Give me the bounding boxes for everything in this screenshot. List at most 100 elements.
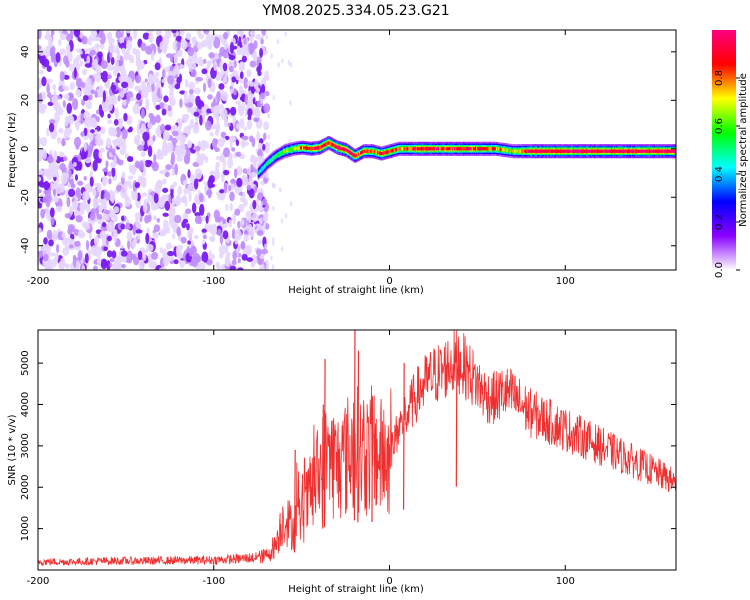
noise-blob	[215, 161, 220, 168]
noise-blob	[158, 197, 163, 207]
noise-blob	[106, 64, 114, 71]
ridge-cell	[663, 149, 666, 153]
noise-blob	[63, 74, 70, 80]
noise-blob	[246, 69, 252, 78]
noise-blob	[253, 79, 259, 90]
ridge-cell	[332, 143, 335, 147]
noise-blob	[60, 182, 65, 193]
ridge-cell	[406, 147, 409, 151]
ridge-cell	[464, 147, 467, 151]
noise-blob	[179, 98, 183, 108]
snr-ytick-label: 5000	[20, 350, 31, 375]
noise-blob	[176, 226, 181, 237]
ridge-cell	[389, 149, 392, 153]
ridge-cell	[626, 149, 629, 153]
colorbar-label: Normalized spectral amplitude	[738, 73, 749, 227]
noise-blob	[141, 192, 148, 197]
noise-blob	[94, 246, 102, 258]
noise-blob	[52, 84, 57, 91]
noise-blob	[110, 193, 115, 204]
ridge-cell	[470, 147, 473, 151]
noise-blob	[255, 34, 263, 40]
ridge-cell	[393, 148, 396, 152]
noise-blob	[235, 100, 241, 105]
noise-blob	[145, 45, 153, 55]
noise-blob	[121, 215, 125, 222]
noise-blob	[194, 145, 201, 152]
noise-blob	[77, 250, 83, 262]
ridge-cell	[357, 152, 360, 156]
ridge-cell	[623, 149, 626, 153]
noise-blob	[96, 116, 100, 123]
ridge-cell	[575, 149, 577, 153]
ridge-cell	[473, 147, 476, 151]
ridge-cell	[290, 147, 293, 152]
noise-blob	[105, 160, 109, 168]
ridge-cell	[289, 148, 291, 152]
ridge-cell	[409, 147, 412, 151]
noise-blob	[243, 37, 247, 45]
noise-blob	[174, 144, 181, 156]
ridge-cell	[583, 149, 586, 153]
ridge-cell	[657, 149, 660, 153]
ridge-cell	[337, 146, 340, 150]
noise-blob	[154, 77, 160, 84]
noise-blob	[92, 188, 97, 196]
spectrogram-ytick-label: -20	[20, 189, 31, 205]
noise-blob	[75, 62, 81, 71]
noise-blob	[186, 102, 194, 108]
noise-blob	[267, 113, 270, 119]
noise-blob	[253, 50, 257, 61]
snr-panel: -200 -100 0 100 1000 2000 3000 4000 5000 Height …	[7, 329, 677, 595]
ridge-cell	[443, 147, 445, 151]
snr-spike	[371, 396, 374, 523]
noise-blob	[236, 165, 243, 176]
ridge-cell	[286, 149, 288, 153]
ridge-cell	[281, 150, 284, 154]
noise-blob	[175, 244, 182, 257]
noise-blob	[101, 198, 108, 208]
noise-blob	[246, 119, 253, 130]
noise-blob	[243, 126, 247, 131]
noise-blob	[262, 213, 268, 222]
noise-blob	[112, 128, 118, 137]
ridge-cell	[587, 149, 590, 153]
noise-blob	[213, 60, 217, 72]
noise-blob	[83, 176, 87, 181]
ridge-cell	[399, 147, 401, 151]
noise-blob	[79, 59, 84, 68]
snr-spike	[323, 358, 326, 527]
ridge-cell	[539, 149, 541, 153]
ridge-cell	[475, 147, 478, 151]
noise-blob	[84, 192, 90, 201]
ridge-cell	[529, 149, 532, 153]
noise-blob	[240, 102, 246, 112]
noise-blob	[262, 143, 266, 151]
ridge-cell	[334, 144, 337, 149]
noise-blob	[116, 51, 121, 61]
ridge-cell	[600, 149, 603, 153]
ridge-cell	[646, 149, 649, 153]
spectrogram-ytick-label: 0	[20, 146, 31, 152]
ridge-cell	[491, 147, 494, 151]
ridge-cell	[351, 152, 354, 156]
ridge-cell	[581, 149, 584, 153]
ridge-cell	[655, 149, 657, 153]
ridge-cell	[448, 147, 451, 151]
noise-blob	[137, 233, 141, 240]
noise-blob	[229, 41, 235, 54]
snr-plot-area	[38, 330, 676, 567]
noise-blob	[68, 237, 73, 245]
noise-blob	[172, 124, 178, 132]
noise-blob	[278, 187, 282, 193]
ridge-cell	[364, 149, 366, 153]
noise-blob	[88, 132, 94, 142]
noise-blob	[161, 108, 167, 116]
ridge-cell	[264, 164, 266, 168]
noise-blob	[205, 33, 212, 45]
noise-blob	[93, 134, 101, 146]
noise-blob	[222, 230, 229, 240]
noise-blob	[164, 200, 171, 211]
noise-blob	[170, 202, 174, 214]
noise-blob	[208, 52, 215, 59]
